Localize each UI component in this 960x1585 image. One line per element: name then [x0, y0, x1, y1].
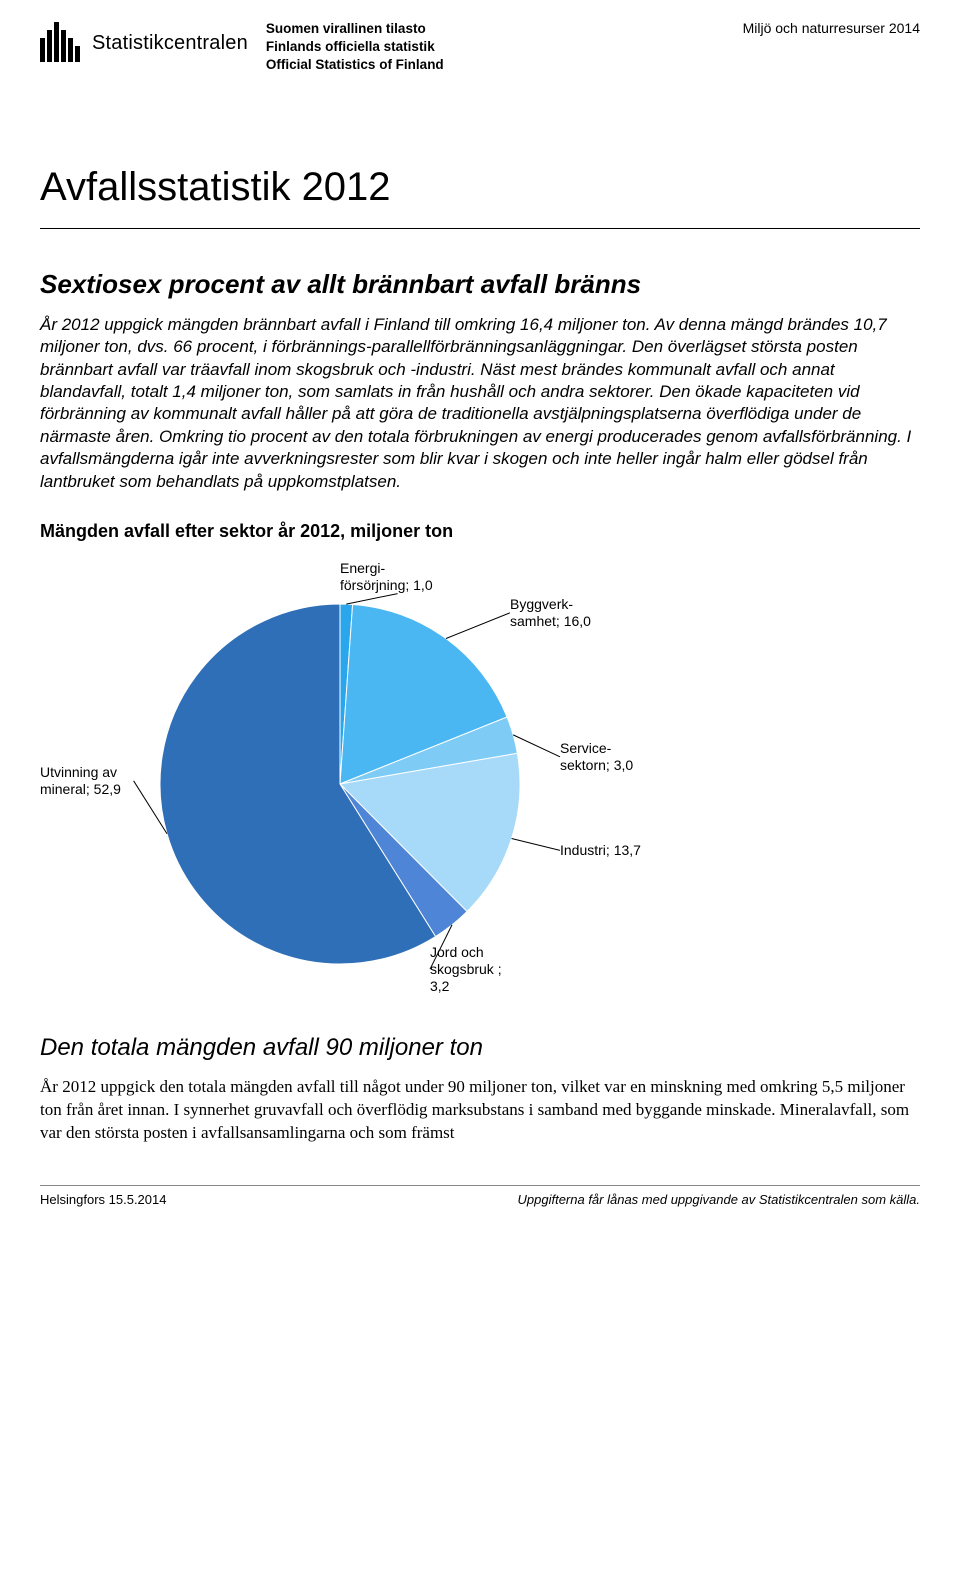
pie-label: Service- sektorn; 3,0 — [560, 740, 633, 774]
pie-leader — [512, 839, 560, 851]
pie-label: Utvinning av mineral; 52,9 — [40, 764, 121, 798]
title-rule — [40, 228, 920, 229]
pie-leader — [446, 613, 510, 639]
official-line-3: Official Statistics of Finland — [266, 56, 444, 74]
org-logo: Statistikcentralen — [40, 20, 248, 67]
header: Statistikcentralen Suomen virallinen til… — [40, 20, 920, 75]
org-name: Statistikcentralen — [92, 32, 248, 55]
pie-label: Jord och skogsbruk ; 3,2 — [430, 944, 502, 994]
footer-date: Helsingfors 15.5.2014 — [40, 1192, 166, 1207]
pie-chart: Energi- försörjning; 1,0 Byggverk- samhet… — [60, 554, 700, 994]
official-line-2: Finlands officiella statistik — [266, 38, 444, 56]
publication-series: Miljö och naturresurser 2014 — [743, 20, 920, 36]
official-line-1: Suomen virallinen tilasto — [266, 20, 444, 38]
section-body: År 2012 uppgick den totala mängden avfal… — [40, 1076, 920, 1145]
official-statistics-names: Suomen virallinen tilasto Finlands offic… — [266, 20, 444, 75]
pie-leader — [513, 735, 560, 757]
footer: Helsingfors 15.5.2014 Uppgifterna får lå… — [40, 1185, 920, 1207]
pie-leader — [346, 594, 397, 605]
page-title: Avfallsstatistik 2012 — [40, 165, 920, 210]
chart-title: Mängden avfall efter sektor år 2012, mil… — [40, 521, 920, 542]
pie-label: Byggverk- samhet; 16,0 — [510, 596, 591, 630]
pie-svg — [60, 554, 700, 994]
intro-paragraph: År 2012 uppgick mängden brännbart avfall… — [40, 314, 920, 494]
pie-label: Energi- försörjning; 1,0 — [340, 560, 433, 594]
section-heading: Den totala mängden avfall 90 miljoner to… — [40, 1034, 920, 1062]
pie-label: Industri; 13,7 — [560, 842, 641, 859]
header-left: Statistikcentralen Suomen virallinen til… — [40, 20, 444, 75]
bars-icon — [40, 20, 82, 67]
footer-attribution: Uppgifterna får lånas med uppgivande av … — [518, 1192, 921, 1207]
subtitle: Sextiosex procent av allt brännbart avfa… — [40, 269, 920, 300]
